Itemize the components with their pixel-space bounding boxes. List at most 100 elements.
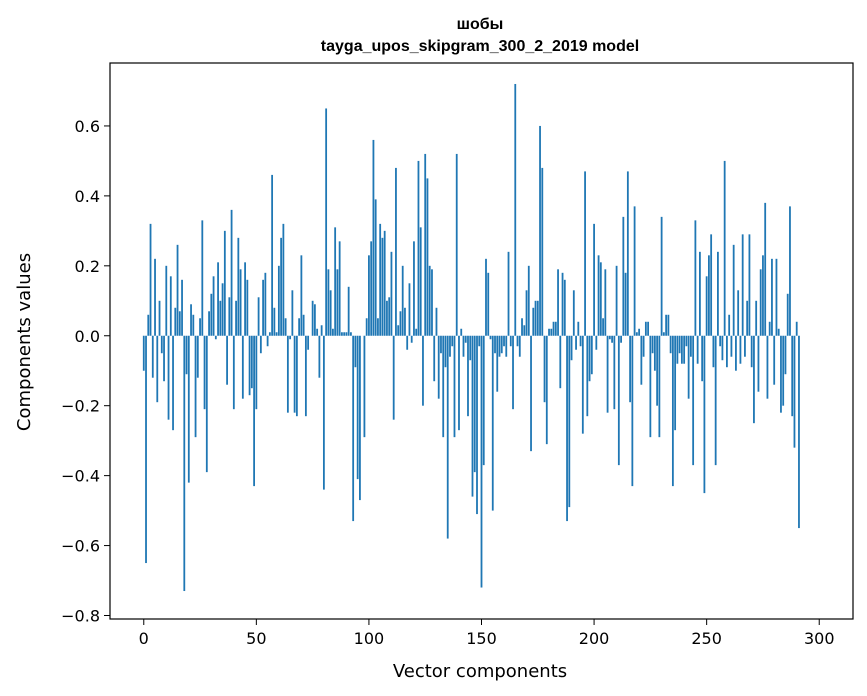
bar [523,325,526,336]
bar [336,269,339,336]
bar [775,258,778,336]
bar [640,335,643,385]
bar [552,321,555,336]
bar [293,335,296,413]
bar [167,335,170,420]
bar [793,335,796,448]
bar [417,160,420,336]
bar [451,335,454,347]
bar [656,335,659,406]
bar [509,335,512,347]
bar [419,227,422,336]
bar [586,335,589,417]
bar [572,290,575,336]
bar [460,328,463,336]
bar [424,153,427,336]
bar [469,335,472,361]
bar [530,335,532,452]
bar [388,297,391,336]
bar [503,335,505,347]
bar [642,335,645,357]
bar [737,290,740,336]
bar [404,307,406,336]
bar [694,220,697,336]
bar [649,335,652,438]
bar [354,335,357,368]
bar [271,174,274,336]
bar [723,160,726,336]
bar [372,139,375,336]
bar [676,335,679,364]
bar [660,216,663,336]
bar [604,269,607,336]
x-tick-label: 300 [804,629,835,648]
bar [545,335,548,445]
bar [653,335,656,371]
bar [739,335,742,364]
bar [712,335,715,368]
bar [768,321,771,336]
bar [386,300,388,336]
bar [196,335,199,378]
bar [163,335,165,382]
bar [219,300,222,336]
bar [507,251,510,336]
bar [581,335,584,434]
bar [253,335,255,487]
bar [748,234,751,336]
bar [230,209,233,336]
bar [275,332,278,336]
bar [559,335,562,389]
bar [491,335,494,511]
y-tick-label: 0.4 [75,187,100,206]
bar [431,269,433,336]
bar [401,265,404,336]
bar [662,332,665,336]
bar [602,318,604,336]
bar [590,335,593,375]
bars-group [142,83,800,592]
y-tick-label: −0.8 [61,607,100,626]
bar [203,335,206,410]
bar [606,335,609,413]
bar [726,335,728,368]
bar [181,279,183,336]
bar [145,335,147,564]
bar [489,335,492,340]
bar [176,244,179,336]
bar [210,293,213,336]
bar [444,335,447,368]
bar [633,206,636,336]
bar [595,335,598,350]
bar [406,335,409,350]
bar [311,300,314,336]
bar [192,314,195,336]
x-tick-label: 150 [466,629,497,648]
bar [437,335,440,399]
bar [228,297,231,336]
y-tick-label: −0.4 [61,467,100,486]
x-tick-label: 250 [691,629,722,648]
y-axis-ticks: −0.8 −0.6 −0.4 −0.2 0.0 0.2 0.4 0.6 [61,117,110,626]
bar [638,328,641,336]
y-tick-label: −0.2 [61,397,100,416]
bar [721,335,724,361]
bar [784,335,787,375]
bar [446,335,449,539]
bar [482,335,485,466]
bar [789,206,791,336]
bar [624,272,627,336]
bar [527,265,530,336]
bar [442,335,445,438]
bar [599,262,602,336]
bar [455,153,458,336]
bar [304,335,307,417]
bar [703,335,706,494]
bar [280,237,283,336]
bar [302,314,305,336]
bar [543,335,546,403]
bar [617,335,620,466]
bar [539,125,541,336]
bar [187,335,190,483]
